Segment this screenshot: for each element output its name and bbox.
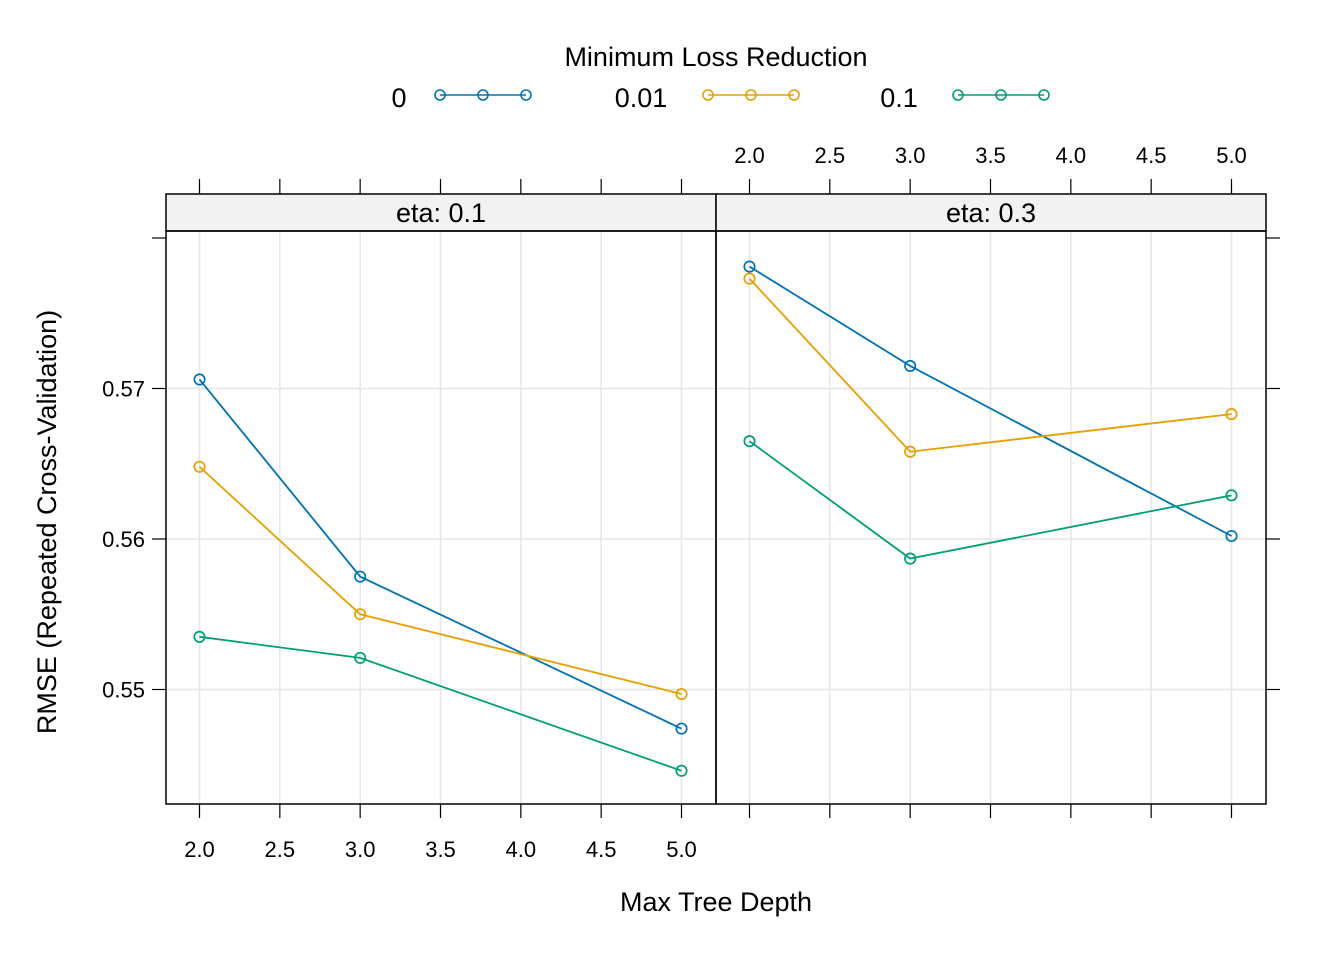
data-point [1225, 529, 1238, 543]
y-tick-label: 0.57 [102, 377, 145, 402]
panel: eta: 0.3 [715, 193, 1267, 805]
series-line [198, 378, 682, 730]
x-tick-label-top: 3.5 [975, 143, 1006, 168]
data-point [675, 764, 688, 777]
data-point [1225, 408, 1238, 421]
y-tick-label: 0.56 [102, 527, 145, 552]
panel: eta: 0.1 [165, 193, 717, 805]
x-tick-label: 5.0 [666, 837, 697, 862]
data-point [675, 687, 688, 701]
x-tick-label: 3.5 [425, 837, 456, 862]
data-point [904, 359, 917, 372]
legend-marker [995, 89, 1007, 101]
legend-marker [434, 89, 446, 101]
x-tick-label: 2.5 [265, 837, 296, 862]
legend-marker [788, 89, 800, 101]
x-tick-label: 3.0 [345, 837, 376, 862]
data-point [354, 608, 367, 621]
x-tick-label: 4.0 [506, 837, 537, 862]
data-point [743, 272, 756, 285]
legend-marker [745, 89, 757, 101]
series-line [749, 265, 1232, 537]
legend-label: 0 [391, 83, 406, 113]
data-point [743, 435, 756, 448]
x-tick-label-top: 4.5 [1136, 143, 1167, 168]
x-tick-label: 2.0 [184, 837, 215, 862]
series-line [748, 278, 1232, 453]
legend: 0 0.01 0.1 [391, 83, 1050, 113]
y-tick-label: 0.55 [102, 678, 145, 703]
data-point [354, 651, 367, 664]
strip-background [715, 193, 1267, 232]
data-point [354, 570, 367, 583]
data-point [193, 460, 206, 473]
x-axis-label: Max Tree Depth [620, 887, 812, 917]
legend-marker [952, 89, 964, 101]
legend-label: 0.01 [615, 83, 668, 113]
legend-marker [702, 89, 714, 101]
data-point [193, 373, 206, 386]
data-point [743, 260, 756, 273]
data-point [1225, 489, 1238, 502]
legend-label: 0.1 [880, 83, 918, 113]
y-axis-label: RMSE (Repeated Cross-Validation) [32, 310, 62, 734]
x-tick-label-top: 4.0 [1056, 143, 1087, 168]
x-tick-label-top: 2.5 [815, 143, 846, 168]
data-point [904, 445, 917, 458]
data-point [675, 722, 688, 735]
x-tick-label: 4.5 [586, 837, 617, 862]
series-line [199, 635, 682, 772]
strip-label: eta: 0.3 [946, 198, 1036, 228]
panel-border [715, 230, 1267, 805]
series-line [198, 466, 682, 695]
legend-marker [520, 89, 532, 101]
panels: eta: 0.1 eta: 0.3 [165, 193, 1267, 805]
legend-marker [477, 89, 489, 101]
data-point [193, 630, 206, 643]
legend-marker [1038, 89, 1050, 101]
data-point [904, 552, 917, 565]
x-tick-label-top: 5.0 [1216, 143, 1247, 168]
x-tick-label-top: 2.0 [734, 143, 765, 168]
legend-title: Minimum Loss Reduction [564, 42, 867, 72]
strip-background [165, 193, 717, 232]
strip-label: eta: 0.1 [396, 198, 486, 228]
series-line [748, 440, 1232, 560]
x-tick-label-top: 3.0 [895, 143, 926, 168]
axes: 2.0 2.0 2.5 2.5 3.0 3.0 3.5 3.5 4.0 4.0 4.5 4.5 5.0 5… [102, 143, 1280, 862]
